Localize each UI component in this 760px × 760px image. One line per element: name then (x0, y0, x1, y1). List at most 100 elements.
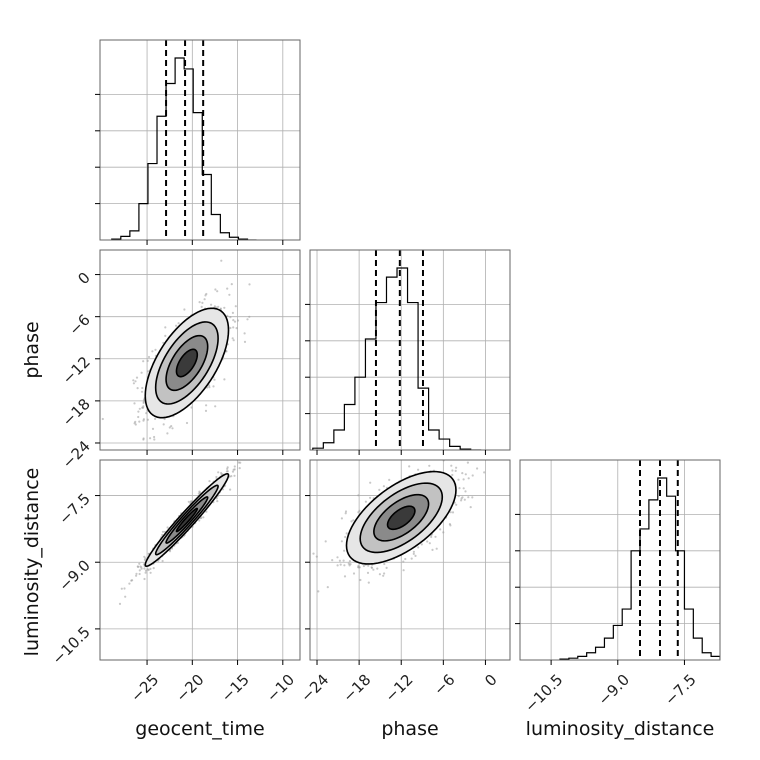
joint-marks (118, 461, 242, 606)
scatter-point (232, 339, 235, 342)
joint-marks (312, 460, 486, 593)
grid-lines (100, 460, 300, 660)
scatter-point (357, 494, 360, 497)
panel-frame (99, 249, 301, 451)
scatter-point (198, 301, 201, 304)
scatter-point (460, 499, 463, 502)
scatter-point (232, 326, 235, 329)
scatter-point (378, 573, 381, 576)
scatter-point (404, 557, 407, 561)
scatter-point (442, 531, 445, 534)
scatter-point (147, 355, 151, 359)
scatter-point (141, 406, 144, 409)
scatter-point (246, 318, 249, 321)
x-axis-title-phase: phase (381, 718, 438, 740)
histogram-marks (312, 250, 482, 450)
scatter-point (467, 496, 470, 499)
scatter-point (135, 376, 139, 379)
scatter-point (140, 390, 144, 393)
scatter-point (352, 519, 355, 522)
scatter-point (233, 474, 236, 477)
scatter-point (483, 471, 486, 474)
scatter-point (175, 324, 178, 327)
scatter-point (408, 465, 411, 468)
scatter-point (233, 465, 236, 468)
scatter-point (369, 496, 372, 499)
scatter-point (462, 487, 465, 490)
scatter-point (232, 319, 235, 322)
scatter-point (233, 320, 237, 323)
scatter-point (205, 404, 208, 407)
density-contour (345, 470, 457, 565)
scatter-point (151, 427, 155, 430)
hist-geocent-time-panel (95, 39, 301, 245)
scatter-point (458, 487, 461, 490)
scatter-point (248, 283, 251, 286)
scatter-point (149, 567, 152, 571)
scatter-point (168, 550, 172, 553)
scatter-point (455, 466, 458, 469)
scatter-point (369, 481, 372, 484)
scatter-point (343, 549, 346, 552)
scatter-point (144, 569, 148, 572)
scatter-point (153, 435, 156, 439)
scatter-point (205, 292, 208, 296)
scatter-point (463, 498, 466, 501)
scatter-point (417, 468, 420, 471)
scatter-point (435, 547, 438, 550)
scatter-point (214, 405, 217, 408)
scatter-point (226, 314, 229, 317)
scatter-point (344, 510, 348, 513)
scatter-point (216, 290, 219, 293)
scatter-point (364, 500, 367, 503)
scatter-point (143, 577, 146, 581)
scatter-point (469, 506, 472, 509)
scatter-point (130, 579, 133, 582)
scatter-point (217, 305, 220, 308)
scatter-point (138, 407, 141, 410)
scatter-point (134, 380, 137, 383)
scatter-point (352, 572, 356, 575)
scatter-point (382, 485, 385, 488)
scatter-point (238, 467, 241, 470)
scatter-point (189, 500, 192, 503)
scatter-point (402, 560, 405, 563)
scatter-point (142, 419, 145, 422)
scatter-point (367, 581, 370, 584)
scatter-point (348, 564, 351, 567)
scatter-point (101, 417, 104, 421)
scatter-point (152, 567, 155, 570)
scatter-point (471, 496, 474, 499)
scatter-point (140, 371, 143, 374)
scatter-point (412, 552, 415, 556)
histogram-marks (559, 460, 720, 660)
scatter-point (190, 406, 193, 409)
density-contour (154, 484, 219, 556)
scatter-point (128, 582, 131, 585)
scatter-point (462, 478, 465, 481)
scatter-point (317, 590, 320, 593)
scatter-point (439, 528, 442, 531)
scatter-point (133, 402, 136, 405)
scatter-point (449, 524, 452, 527)
scatter-point (143, 558, 146, 562)
scatter-point (232, 468, 235, 471)
density-fill (176, 508, 198, 532)
scatter-point (171, 427, 174, 430)
x-axis-title-luminosity-distance: luminosity_distance (526, 718, 715, 740)
scatter-point (170, 425, 173, 428)
scatter-point (161, 559, 164, 563)
scatter-point (214, 288, 217, 291)
scatter-point (187, 500, 190, 503)
scatter-point (342, 559, 345, 562)
scatter-point (239, 461, 242, 464)
density-contour (144, 472, 230, 568)
scatter-point (229, 316, 232, 319)
scatter-point (383, 572, 386, 575)
scatter-point (248, 315, 251, 318)
scatter-point (208, 386, 211, 389)
scatter-point (451, 473, 454, 477)
scatter-point (338, 559, 341, 562)
scatter-point (143, 567, 146, 570)
